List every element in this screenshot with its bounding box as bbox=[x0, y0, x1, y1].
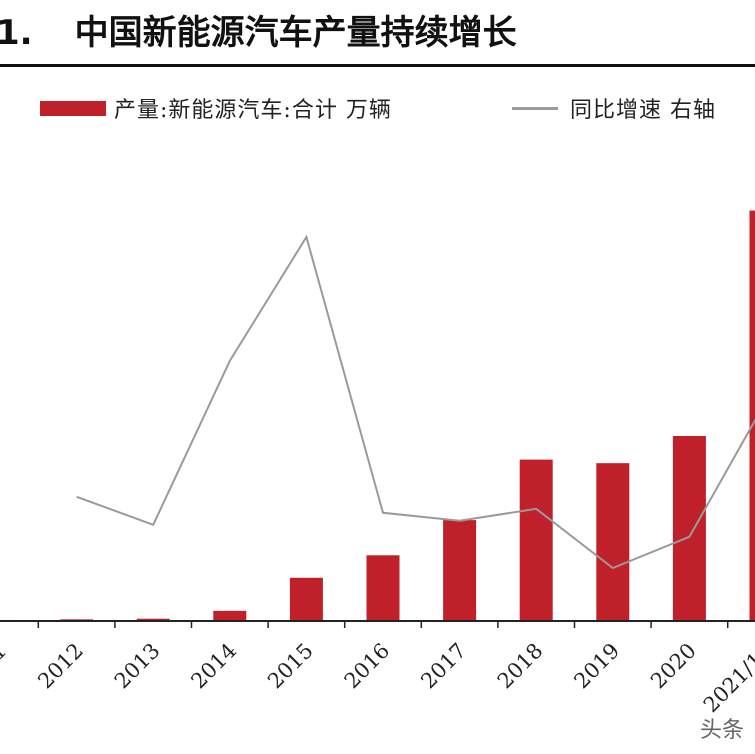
bar-2017 bbox=[443, 520, 477, 621]
legend-label-growth: 同比增速 右轴 bbox=[570, 98, 716, 123]
bar-2018 bbox=[519, 459, 553, 621]
title-rule bbox=[0, 64, 755, 67]
x-tick-label: 2019 bbox=[569, 638, 624, 693]
bar-2015 bbox=[289, 577, 323, 621]
figure-number: 1. bbox=[0, 13, 33, 53]
x-tick-label: 2020 bbox=[646, 638, 701, 693]
x-axis-labels: 2011 2012 2013 2014 2015 2016 2017 2018 2019 2020… bbox=[0, 638, 755, 717]
x-tick-label: 2015 bbox=[263, 638, 318, 693]
bar-2013 bbox=[136, 618, 170, 621]
bar-2019 bbox=[596, 463, 630, 621]
x-tick-label: 2014 bbox=[186, 638, 241, 693]
x-axis-ticks bbox=[37, 621, 729, 628]
x-tick-label: 2017 bbox=[416, 638, 471, 693]
x-tick-label: 2016 bbox=[340, 638, 395, 693]
bar-2021-11 bbox=[749, 210, 755, 621]
bar-series bbox=[0, 210, 755, 621]
x-tick-label: 2012 bbox=[33, 638, 88, 693]
bar-2014 bbox=[213, 610, 247, 621]
title-text: 中国新能源汽车产量持续增长 bbox=[74, 13, 517, 53]
x-tick-label: 2018 bbox=[493, 638, 548, 693]
chart-title: 1. 中国新能源汽车产量持续增长 bbox=[0, 4, 517, 62]
x-tick-label: 2021/11 bbox=[699, 638, 755, 717]
legend-label-production: 产量:新能源汽车:合计 万辆 bbox=[114, 98, 392, 123]
legend-swatch-growth bbox=[512, 107, 558, 110]
x-tick-label: 2011 bbox=[0, 638, 11, 693]
growth-rate-line bbox=[76, 234, 755, 570]
bar-2020 bbox=[672, 435, 706, 621]
watermark-text: 头条 bbox=[700, 718, 745, 743]
legend-swatch-production bbox=[40, 101, 106, 116]
x-tick-label: 2013 bbox=[110, 638, 165, 693]
bar-2016 bbox=[366, 555, 400, 621]
